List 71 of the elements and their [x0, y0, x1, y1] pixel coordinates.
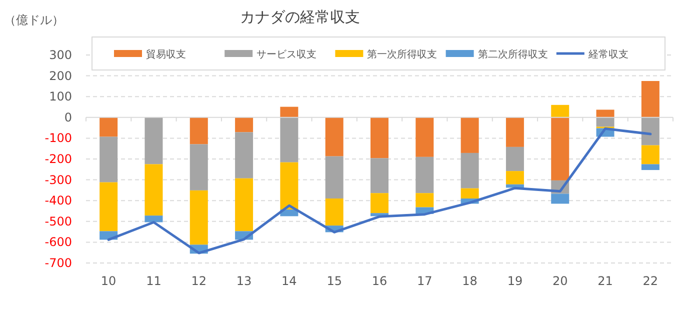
y-tick-label: -100 — [44, 131, 72, 146]
bar — [190, 190, 208, 245]
bar — [235, 117, 254, 132]
bar — [596, 117, 614, 127]
bar — [100, 117, 118, 137]
y-tick-label: -200 — [44, 152, 72, 166]
y-tick-label: 0 — [64, 110, 72, 124]
y-tick-label: 100 — [49, 90, 72, 104]
bar — [144, 164, 163, 216]
x-tick-label: 19 — [507, 274, 523, 288]
bar — [416, 117, 434, 157]
bar — [144, 216, 163, 222]
bar — [325, 156, 344, 199]
bar — [280, 162, 298, 210]
bar — [506, 171, 524, 184]
bar — [416, 193, 434, 208]
x-tick-label: 18 — [462, 274, 478, 288]
bar — [551, 117, 570, 180]
y-tick-label: 200 — [49, 68, 72, 83]
bar — [460, 117, 479, 153]
y-tick-label: -500 — [44, 214, 72, 228]
y-tick-label: -300 — [44, 172, 72, 187]
x-tick-label: 10 — [100, 274, 116, 288]
y-tick-label: -700 — [44, 256, 72, 270]
y-tick-label: -600 — [44, 235, 72, 250]
legend-label: 第二次所得収支 — [478, 48, 548, 60]
bar — [506, 146, 524, 172]
x-tick-label: 15 — [326, 274, 342, 288]
legend-label: 経常収支 — [587, 48, 628, 60]
bar — [506, 117, 524, 147]
line-series — [107, 127, 652, 254]
legend-label: 貿易収支 — [146, 48, 186, 60]
bar — [641, 164, 660, 170]
bar — [100, 136, 118, 182]
bar — [100, 182, 118, 232]
y-tick-label: -400 — [44, 194, 72, 208]
bar — [325, 198, 344, 226]
bar — [641, 81, 660, 118]
x-tick-label: 14 — [282, 274, 297, 288]
bar — [551, 104, 570, 118]
legend-label: サービス収支 — [256, 48, 317, 60]
bar — [325, 117, 344, 156]
bar — [190, 144, 208, 190]
bar — [370, 158, 388, 194]
x-tick-label: 16 — [372, 274, 388, 288]
x-tick-label: 21 — [598, 274, 613, 288]
chart-title: カナダの経常収支 — [240, 8, 360, 26]
bar — [235, 178, 254, 232]
bar — [190, 117, 208, 144]
y-tick-label: 300 — [49, 48, 72, 62]
bar — [416, 156, 434, 194]
bar — [280, 106, 298, 118]
bar — [370, 117, 388, 158]
bar — [370, 193, 388, 214]
bar — [280, 117, 298, 162]
bar — [144, 117, 163, 164]
x-tick-label: 22 — [642, 274, 658, 288]
x-tick-label: 13 — [236, 274, 252, 288]
bar — [460, 152, 479, 188]
x-tick-label: 17 — [417, 274, 432, 288]
x-tick-label: 20 — [552, 274, 568, 288]
bar — [641, 117, 660, 146]
bar — [235, 132, 254, 178]
x-tick-label: 11 — [146, 274, 162, 288]
bar — [551, 194, 570, 204]
legend-label: 第一次所得収支 — [367, 48, 438, 60]
bar — [596, 110, 614, 118]
bar — [460, 188, 479, 199]
y-axis-title: （億ドル） — [4, 13, 64, 27]
bar — [641, 145, 660, 164]
x-tick-label: 12 — [191, 274, 207, 288]
